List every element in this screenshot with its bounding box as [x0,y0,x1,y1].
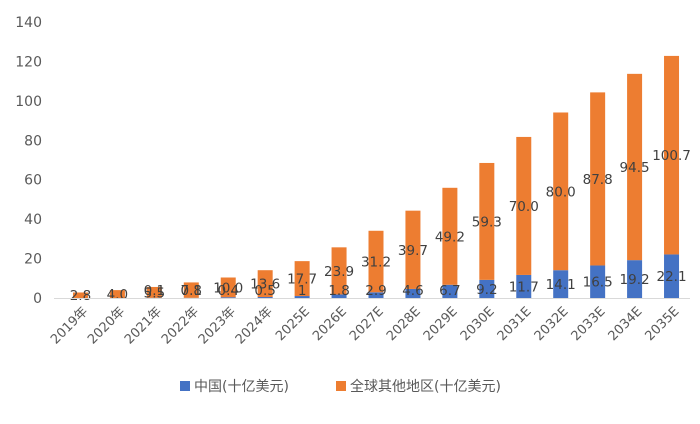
data-label-china: 22.1 [656,269,686,285]
y-tick-label: 20 [24,252,42,268]
data-label-rest-of-world: 94.5 [620,160,650,176]
x-tick-label: 2022年 [159,304,202,347]
data-label-china: 6.7 [439,283,460,299]
x-tick-label: 2030E [458,304,498,344]
x-tick-label: 2029E [421,304,461,344]
x-tick-label: 2024年 [233,304,276,347]
data-label-rest-of-world: 87.8 [583,172,613,188]
x-tick-label: 2032E [532,304,572,344]
data-label-rest-of-world: 80.0 [546,184,576,200]
x-tick-label: 2033E [569,304,609,344]
data-label-rest-of-world: 100.7 [652,148,691,164]
data-label-china: 0.1 [181,283,202,299]
x-tick-label: 2034E [606,304,646,344]
y-tick-label: 40 [24,212,42,228]
x-tick-label: 2019年 [48,304,91,347]
x-tick-label: 2031E [495,304,535,344]
data-label-china: 19.2 [620,272,650,288]
data-label-china: 4.6 [402,283,423,299]
legend-label-china: 中国(十亿美元) [194,379,289,395]
data-label-china: 1.8 [328,283,349,299]
y-tick-label: 140 [15,15,42,31]
x-tick-label: 2025E [273,304,313,344]
x-tick-label: 2023年 [196,304,239,347]
data-label-china: 11.7 [509,279,539,295]
legend-swatch-china [180,381,190,391]
data-label-rest-of-world: 49.2 [435,229,465,245]
x-tick-label: 2020年 [85,304,128,347]
x-tick-label: 2028E [384,304,424,344]
data-label-china: 0.5 [254,283,275,299]
data-label-china: 9.2 [476,282,497,298]
data-label-china: 2.9 [365,283,386,299]
data-label-rest-of-world: 31.2 [361,255,391,271]
data-label-china: 0.1 [144,283,165,299]
data-label-rest-of-world: 59.3 [472,214,502,230]
data-label-china: 14.1 [546,277,576,293]
data-label-china: 0.4 [217,283,238,299]
x-tick-label: 2035E [643,304,683,344]
data-label-rest-of-world: 39.7 [398,243,428,259]
x-tick-label: 2021年 [122,304,165,347]
y-tick-label: 80 [24,133,42,149]
y-tick-label: 100 [15,94,42,110]
data-label-china: 1 [298,283,307,299]
legend-label-rest-of-world: 全球其他地区(十亿美元) [350,378,501,395]
data-label-rest-of-world: 4.0 [107,287,128,303]
y-tick-label: 120 [15,54,42,70]
data-label-rest-of-world: 70.0 [509,199,539,215]
y-axis: 0 20 40 60 80 100 120 140 [15,15,42,307]
legend-swatch-rest-of-world [336,381,346,391]
y-tick-label: 0 [33,291,42,307]
x-tick-label: 2026E [310,304,350,344]
x-axis: 2019年2020年2021年2022年2023年2024年2025E2026E… [48,299,690,348]
y-tick-label: 60 [24,173,42,189]
x-tick-label: 2027E [347,304,387,344]
legend: 中国(十亿美元) 全球其他地区(十亿美元) [180,378,501,395]
data-label-rest-of-world: 2.8 [70,288,91,304]
data-label-china: 16.5 [583,275,613,291]
data-label-rest-of-world: 23.9 [324,264,354,280]
